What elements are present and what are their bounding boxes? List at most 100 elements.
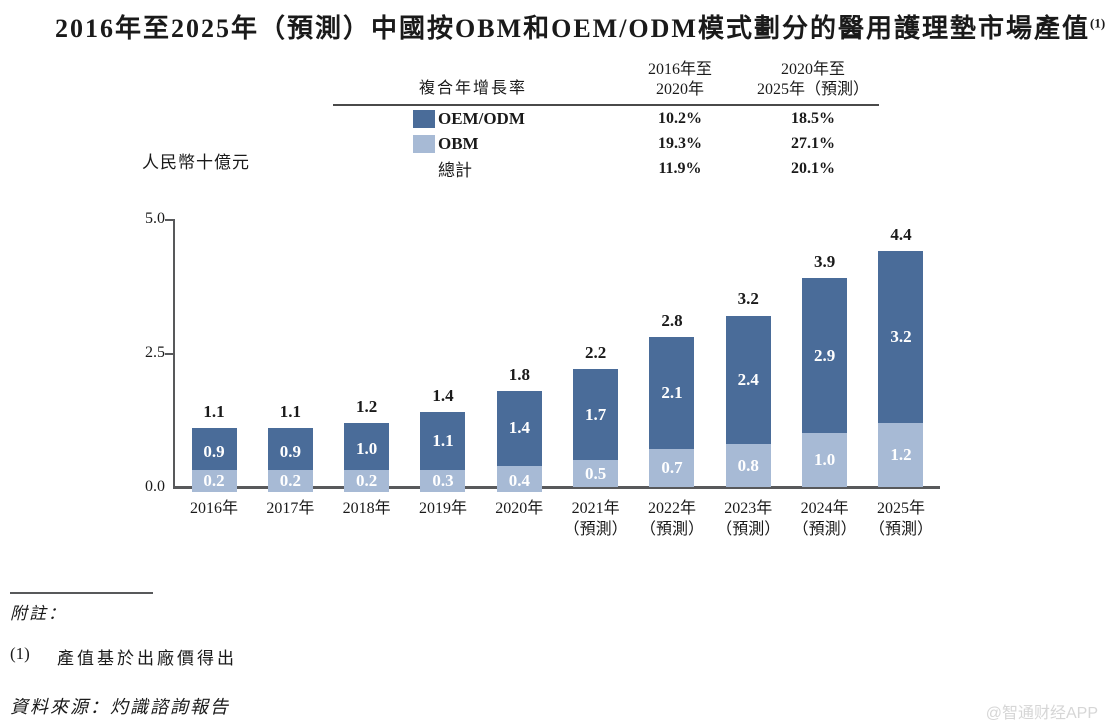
- obm-segment-label: 0.8: [737, 455, 759, 475]
- obm-segment-label: 0.7: [661, 458, 683, 478]
- oem-odm-segment: 3.2: [878, 251, 924, 423]
- y-axis-line: [173, 219, 175, 489]
- cagr-col-2020-2025: 2020年至 2025年（預測）: [747, 60, 879, 100]
- oem-odm-segment: 1.7: [573, 369, 619, 461]
- oem-odm-segment: 0.9: [267, 428, 313, 477]
- cagr-col1-line1: 2016年至: [647, 61, 712, 78]
- obm-legend-label: OBM: [438, 133, 479, 153]
- oem-odm-segment: 2.1: [649, 336, 695, 450]
- obm-legend-swatch: [413, 134, 435, 153]
- bar-2020年: 1.8 1.4 0.4: [496, 219, 542, 492]
- y-tick-label: 2.5: [145, 344, 165, 361]
- footnote-text: 產值基於出廠價得出: [57, 649, 237, 668]
- oem-odm-segment: 1.1: [420, 411, 466, 471]
- y-tick-label: 5.0: [145, 210, 165, 227]
- footnote-item-1: (1) 產值基於出廠價得出: [10, 644, 237, 669]
- obm-segment-label: 0.5: [585, 463, 607, 483]
- oem-odm-segment: 2.9: [802, 277, 848, 434]
- bar-2025年: 4.4 3.2 1.2: [878, 219, 924, 487]
- bar-2019年: 1.4 1.1 0.3: [420, 219, 466, 492]
- oem-odm-segment-label: 1.7: [585, 404, 607, 424]
- total-label: 4.4: [890, 225, 912, 245]
- oem-odm-segment-label: 2.1: [661, 383, 683, 403]
- total-label: 3.9: [814, 251, 836, 271]
- cagr-table-header: 複合年增長率 2016年至 2020年 2020年至 2025年（預測）: [333, 60, 879, 106]
- bar-2022年: 2.8 2.1 0.7: [649, 219, 695, 487]
- total-label: 1.1: [279, 402, 301, 422]
- total-label: 3.2: [737, 289, 759, 309]
- obm-segment: 0.8: [725, 444, 771, 487]
- bar-2016年: 1.1 0.9 0.2: [191, 219, 237, 492]
- total-label: 1.2: [356, 396, 378, 416]
- oem-odm-segment-label: 1.4: [508, 418, 530, 438]
- plot-area: 0.0 2.5 5.0 1.1 0.9 0.2 2016年 1.1 0.9 0.2 2017年 1.2…: [145, 210, 940, 538]
- obm-segment-label: 0.2: [344, 470, 390, 492]
- x-axis-label-2017年: 2017年: [266, 500, 315, 517]
- x-axis-label-2020年: 2020年: [495, 500, 544, 517]
- obm-segment: 0.7: [649, 449, 695, 487]
- cagr-row-oem-odm: OEM/ODM 10.2% 18.5%: [333, 106, 879, 131]
- bar-2017年: 1.1 0.9 0.2: [267, 219, 313, 492]
- oem-odm-segment-label: 1.0: [356, 439, 378, 459]
- obm-segment-label: 1.0: [814, 450, 836, 470]
- x-axis-label-2019年: 2019年: [418, 500, 467, 517]
- oem-odm-cagr-2016-2020: 10.2%: [658, 109, 702, 127]
- total-label: 1.4: [432, 385, 454, 405]
- oem-odm-legend-label: OEM/ODM: [438, 108, 525, 128]
- bar-2021年: 2.2 1.7 0.5: [573, 219, 619, 487]
- total-label: 2.2: [585, 343, 607, 363]
- bar-2024年: 3.9 2.9 1.0: [802, 219, 848, 487]
- y-tick-label: 0.0: [145, 478, 165, 495]
- cagr-col1-line2: 2020年: [655, 81, 704, 98]
- total-legend-spacer: [413, 160, 435, 178]
- obm-segment: 0.2: [344, 470, 390, 492]
- footnote-marker: (1): [10, 644, 30, 663]
- bar-2023年: 3.2 2.4 0.8: [725, 219, 771, 487]
- cagr-header-label: 複合年增長率: [418, 80, 527, 97]
- obm-segment: 1.0: [802, 433, 848, 487]
- y-tick-mark: [165, 219, 173, 221]
- obm-segment-label: 0.3: [420, 470, 466, 492]
- total-legend-label: 總計: [438, 161, 472, 180]
- chart-title: 2016年至2025年（預測）中國按OBM和OEM/ODM模式劃分的醫用護理墊市…: [55, 8, 1105, 45]
- obm-segment-label: 0.2: [191, 470, 237, 492]
- x-axis-label-2025年: 2025年 （預測）: [868, 500, 933, 538]
- watermark: @智通财经APP: [985, 705, 1098, 722]
- x-axis-label-2018年: 2018年: [342, 500, 391, 517]
- cagr-row-total: 總計 11.9% 20.1%: [333, 156, 879, 181]
- oem-odm-cagr-2020-2025: 18.5%: [791, 109, 835, 127]
- obm-segment: 0.3: [420, 470, 466, 492]
- obm-segment: 0.4: [496, 465, 542, 492]
- cagr-col2-line1: 2020年至: [780, 61, 845, 78]
- chart-title-text: 2016年至2025年（預測）中國按OBM和OEM/ODM模式劃分的醫用護理墊市…: [55, 14, 1090, 43]
- oem-odm-segment-label: 1.1: [432, 431, 454, 451]
- cagr-table: 複合年增長率 2016年至 2020年 2020年至 2025年（預測） OEM…: [333, 60, 879, 181]
- y-tick-mark: [165, 353, 173, 355]
- oem-odm-segment: 0.9: [191, 428, 237, 477]
- obm-segment: 0.2: [191, 470, 237, 492]
- x-axis-label-2022年: 2022年 （預測）: [639, 500, 704, 538]
- x-axis-label-2021年: 2021年 （預測）: [563, 500, 628, 538]
- obm-segment: 0.5: [573, 460, 619, 487]
- x-axis-label-2024年: 2024年 （預測）: [792, 500, 857, 538]
- oem-odm-segment-label: 0.9: [279, 442, 301, 462]
- total-label: 1.1: [203, 402, 225, 422]
- source-line: 資料來源：灼識諮詢報告: [10, 697, 230, 717]
- footnote-header: 附註：: [10, 604, 67, 623]
- total-label: 1.8: [508, 364, 530, 384]
- oem-odm-segment: 2.4: [725, 315, 771, 445]
- y-axis-unit-label: 人民幣十億元: [142, 153, 250, 172]
- obm-segment-label: 0.2: [267, 470, 313, 492]
- total-cagr-2016-2020: 11.9%: [658, 159, 702, 177]
- obm-segment: 0.2: [267, 470, 313, 492]
- oem-odm-segment-label: 0.9: [203, 442, 225, 462]
- oem-odm-segment-label: 2.4: [737, 369, 759, 389]
- obm-cagr-2016-2020: 19.3%: [658, 134, 702, 152]
- obm-segment-label: 1.2: [890, 444, 912, 464]
- obm-segment: 1.2: [878, 422, 924, 487]
- oem-odm-legend-swatch: [413, 109, 435, 128]
- oem-odm-segment: 1.4: [496, 390, 542, 466]
- total-label: 2.8: [661, 310, 683, 330]
- oem-odm-segment-label: 3.2: [890, 326, 912, 346]
